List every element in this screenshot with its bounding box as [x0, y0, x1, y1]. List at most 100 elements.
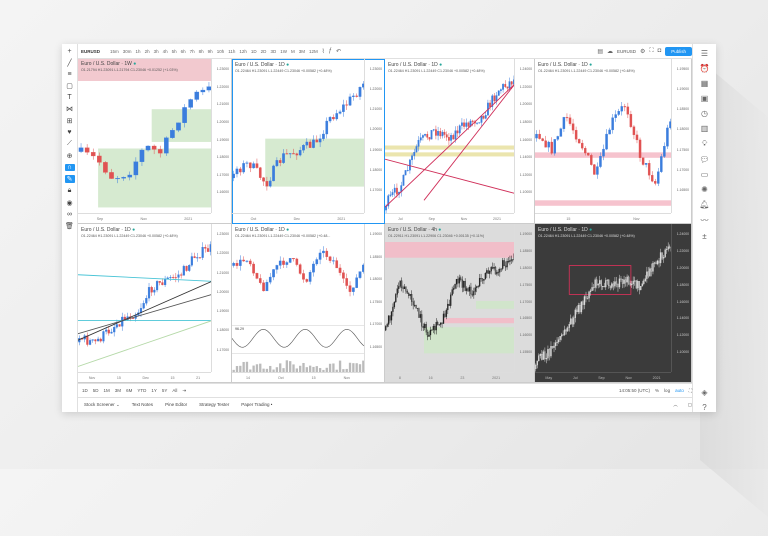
range-all[interactable]: All: [172, 388, 178, 393]
time-axis[interactable]: 14 Oct 15 Nov: [232, 372, 364, 382]
chart-panel[interactable]: Euro / U.S. Dollar · 1D ● O1.22464 H1.230…: [385, 59, 535, 224]
magnet-icon[interactable]: ∩: [64, 164, 75, 171]
price-chart[interactable]: [232, 224, 365, 373]
collapse-icon[interactable]: ︿: [673, 402, 678, 407]
price-axis[interactable]: 1.19500 1.19000 1.18500 1.18000 1.17500 1.170…: [671, 59, 691, 213]
maximize-icon[interactable]: ▢: [687, 402, 692, 407]
camera-icon[interactable]: ◘: [657, 48, 662, 54]
undo-icon[interactable]: ↶: [336, 48, 342, 55]
cloud-icon[interactable]: ☁: [607, 48, 613, 55]
timeframe-11h[interactable]: 11h: [228, 48, 236, 54]
news-icon[interactable]: ▥: [700, 124, 709, 133]
time-axis[interactable]: Oct Dec 2021: [232, 213, 364, 223]
timeframe-3M[interactable]: 3M: [298, 48, 305, 54]
timeframe-3h[interactable]: 3h: [153, 48, 159, 54]
price-axis[interactable]: 1.24000 1.22000 1.20000 1.18000 1.16000 1.140…: [671, 224, 691, 372]
price-chart[interactable]: [78, 224, 212, 373]
link-icon[interactable]: ∞: [67, 211, 72, 218]
timeframe-M[interactable]: M: [290, 48, 295, 54]
ruler-icon[interactable]: ⟋: [67, 140, 72, 147]
chart-panel[interactable]: Euro / U.S. Dollar · 4h ● O1.22911 H1.230…: [385, 224, 535, 383]
timeframe-15m[interactable]: 15m: [110, 48, 119, 54]
timeframe-12h[interactable]: 12h: [239, 48, 247, 54]
lock-icon[interactable]: 🔒︎: [67, 187, 72, 194]
timeframe-4h[interactable]: 4h: [162, 48, 168, 54]
layers-icon[interactable]: ◈: [701, 388, 708, 397]
text-icon[interactable]: T: [67, 94, 72, 101]
range-1y[interactable]: 1Y: [151, 388, 157, 393]
timeframe-9h[interactable]: 9h: [207, 48, 213, 54]
price-axis[interactable]: 1.23000 1.22000 1.21000 1.20000 1.19000 1.180…: [364, 59, 384, 213]
trendline-icon[interactable]: ╱: [67, 60, 72, 67]
price-chart[interactable]: [232, 59, 365, 214]
percent-toggle[interactable]: %: [655, 388, 660, 393]
chart-panel[interactable]: Euro / U.S. Dollar · 1D ● O1.22464 H1.230…: [232, 224, 385, 383]
pattern-icon[interactable]: ⋈: [66, 106, 73, 113]
indicators-icon[interactable]: ƒ: [328, 48, 333, 54]
chart-panel[interactable]: Euro / U.S. Dollar · 1D ● O1.22464 H1.230…: [232, 59, 385, 224]
price-axis[interactable]: 1.23000 1.22000 1.21000 1.20000 1.19000 1.180…: [211, 59, 231, 213]
range-3m[interactable]: 3M: [114, 388, 122, 393]
price-chart[interactable]: [535, 59, 672, 214]
timeframe-30m[interactable]: 30m: [122, 48, 132, 54]
price-chart[interactable]: [385, 224, 515, 373]
clock[interactable]: 14:05:50 (UTC): [619, 388, 651, 393]
range-5y[interactable]: 5Y: [161, 388, 168, 393]
range-5d[interactable]: 5D: [92, 388, 99, 393]
prediction-icon[interactable]: ⊞: [66, 118, 73, 125]
layout-icon[interactable]: ▤: [597, 48, 603, 55]
timeframe-8h[interactable]: 8h: [198, 48, 204, 54]
zoom-icon[interactable]: ⊕: [66, 153, 73, 160]
bottom-tab[interactable]: Stock Screener ⌄: [84, 402, 120, 407]
price-axis[interactable]: 1.19000 1.18500 1.18000 1.17500 1.17000 1.165…: [514, 224, 534, 372]
alert-icon[interactable]: ⏰: [699, 64, 710, 73]
timeframe-3D[interactable]: 3D: [270, 48, 277, 54]
crosshair-icon[interactable]: +: [67, 48, 72, 55]
price-axis[interactable]: 1.24000 1.22000 1.20000 1.18000 1.16000 1.140…: [514, 59, 534, 213]
time-axis[interactable]: Sep Nov 2021: [78, 213, 211, 223]
timeframe-1h[interactable]: 1h: [135, 48, 141, 54]
ideas-icon[interactable]: 💡︎: [701, 139, 708, 148]
fullscreen-icon[interactable]: ⛶: [649, 47, 654, 54]
bottom-tab[interactable]: Paper Trading •: [241, 402, 273, 407]
price-chart[interactable]: [385, 59, 515, 214]
hotlist-icon[interactable]: 〰: [700, 216, 709, 225]
publish-button[interactable]: Publish: [665, 46, 692, 56]
messages-icon[interactable]: ▭: [700, 170, 709, 179]
timeframe-2D[interactable]: 2D: [260, 48, 267, 54]
auto-toggle[interactable]: auto: [675, 388, 684, 393]
chart-legend[interactable]: Euro / U.S. Dollar · 4h ● O1.22911 H1.230…: [388, 227, 484, 239]
bottom-tab[interactable]: Text Notes: [131, 402, 154, 407]
price-chart[interactable]: [78, 59, 212, 214]
symbol-search[interactable]: EURUSD: [81, 48, 101, 54]
chat-icon[interactable]: 💬︎: [699, 155, 710, 164]
chart-legend[interactable]: Euro / U.S. Dollar · 1D ● O1.22464 H1.230…: [538, 227, 635, 239]
time-axis[interactable]: Nov 15 Dec 15 21: [78, 372, 211, 382]
timeframe-6h[interactable]: 6h: [180, 48, 186, 54]
gear-icon[interactable]: ⚙: [640, 48, 646, 55]
chart-panel[interactable]: Euro / U.S. Dollar · 1D ● O1.22464 H1.230…: [78, 224, 232, 383]
chart-legend[interactable]: Euro / U.S. Dollar · 1D ● O1.22464 H1.230…: [538, 62, 635, 74]
price-axis[interactable]: 1.23000 1.22000 1.21000 1.20000 1.19000 1.180…: [211, 224, 231, 372]
icon-tool-icon[interactable]: ♥: [67, 129, 72, 136]
chart-legend[interactable]: Euro / U.S. Dollar · 1D ● O1.22464 H1.230…: [235, 227, 330, 331]
chart-panel[interactable]: Euro / U.S. Dollar · 1D ● O1.22464 H1.230…: [535, 224, 692, 383]
notifications-icon[interactable]: 🔔︎: [699, 200, 710, 209]
range-1m[interactable]: 1M: [103, 388, 110, 393]
calculator-icon[interactable]: ±: [702, 232, 707, 241]
calendar-icon[interactable]: ▣: [700, 94, 709, 103]
rectangle-icon[interactable]: ▢: [66, 83, 73, 90]
goto-date-icon[interactable]: ⇥: [182, 387, 187, 393]
timeframe-2h[interactable]: 2h: [144, 48, 150, 54]
watchlist-icon[interactable]: ☰: [700, 49, 709, 58]
chart-legend[interactable]: Euro / U.S. Dollar · 1D ● O1.22464 H1.230…: [235, 62, 332, 74]
chart-panel[interactable]: Euro / U.S. Dollar · 1D ● O1.22464 H1.230…: [535, 59, 692, 224]
streams-icon[interactable]: ✺: [701, 185, 708, 194]
time-axis[interactable]: 15 Nov: [535, 213, 671, 223]
bottom-tab[interactable]: Pine Editor: [165, 402, 188, 407]
log-toggle[interactable]: log: [664, 388, 671, 393]
eye-icon[interactable]: ◉: [66, 200, 73, 207]
chart-legend[interactable]: Euro / U.S. Dollar · 1W ● O1.21794 H1.230…: [78, 59, 211, 81]
bottom-tab[interactable]: Strategy Tester: [199, 402, 230, 407]
range-6m[interactable]: 6M: [126, 388, 133, 393]
